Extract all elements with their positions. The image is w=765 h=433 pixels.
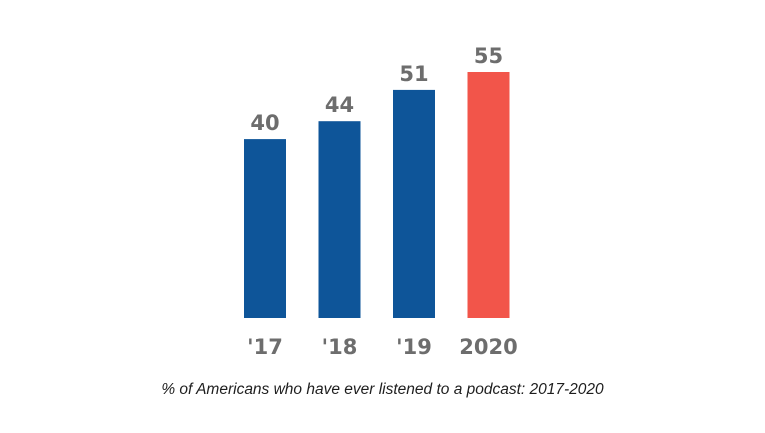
x-tick-label-0: '17: [247, 335, 283, 359]
bar-value-label-3: 55: [474, 44, 503, 68]
x-tick-label-2: '19: [396, 335, 432, 359]
bar-0: [244, 139, 286, 318]
bar-value-label-0: 40: [250, 111, 279, 135]
x-tick-label-1: '18: [322, 335, 358, 359]
x-axis-tick-labels: '17 '18 '19 2020: [247, 335, 518, 359]
value-labels: 40 44 51 55: [250, 44, 503, 135]
x-tick-label-3: 2020: [459, 335, 517, 359]
chart-caption: % of Americans who have ever listened to…: [161, 381, 604, 398]
bar-2: [393, 89, 435, 319]
bar-1: [318, 121, 361, 318]
bar-value-label-2: 51: [399, 62, 428, 86]
bar-value-label-1: 44: [325, 93, 354, 117]
bar-3: [467, 72, 510, 318]
bar-series: [244, 72, 510, 319]
